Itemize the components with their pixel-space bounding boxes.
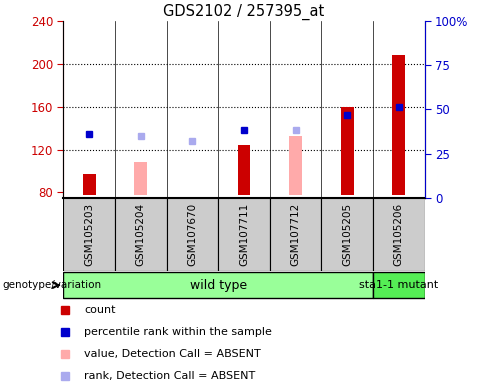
Bar bbox=[63, 198, 115, 271]
Bar bbox=[373, 272, 425, 298]
Text: count: count bbox=[84, 305, 116, 314]
Bar bbox=[322, 198, 373, 271]
Bar bbox=[166, 198, 218, 271]
Text: GSM107712: GSM107712 bbox=[290, 203, 301, 266]
Text: sta1-1 mutant: sta1-1 mutant bbox=[359, 280, 438, 290]
Text: rank, Detection Call = ABSENT: rank, Detection Call = ABSENT bbox=[84, 371, 255, 381]
Bar bbox=[218, 198, 270, 271]
Bar bbox=[392, 55, 405, 195]
Bar bbox=[134, 162, 147, 195]
Bar bbox=[63, 272, 373, 298]
Text: genotype/variation: genotype/variation bbox=[2, 280, 101, 290]
Bar bbox=[83, 174, 96, 195]
Text: GSM105206: GSM105206 bbox=[394, 203, 404, 266]
Text: GSM105203: GSM105203 bbox=[84, 203, 94, 266]
Text: wild type: wild type bbox=[190, 279, 247, 291]
Text: value, Detection Call = ABSENT: value, Detection Call = ABSENT bbox=[84, 349, 261, 359]
Text: GSM107670: GSM107670 bbox=[187, 203, 198, 266]
Bar bbox=[341, 107, 354, 195]
Bar bbox=[373, 198, 425, 271]
Text: GSM105204: GSM105204 bbox=[136, 203, 146, 266]
Text: GSM105205: GSM105205 bbox=[342, 203, 352, 266]
Bar bbox=[115, 198, 166, 271]
Bar bbox=[238, 145, 250, 195]
Text: percentile rank within the sample: percentile rank within the sample bbox=[84, 327, 272, 337]
Text: GSM107711: GSM107711 bbox=[239, 203, 249, 266]
Bar bbox=[289, 136, 302, 195]
Bar bbox=[270, 198, 322, 271]
Title: GDS2102 / 257395_at: GDS2102 / 257395_at bbox=[163, 3, 325, 20]
